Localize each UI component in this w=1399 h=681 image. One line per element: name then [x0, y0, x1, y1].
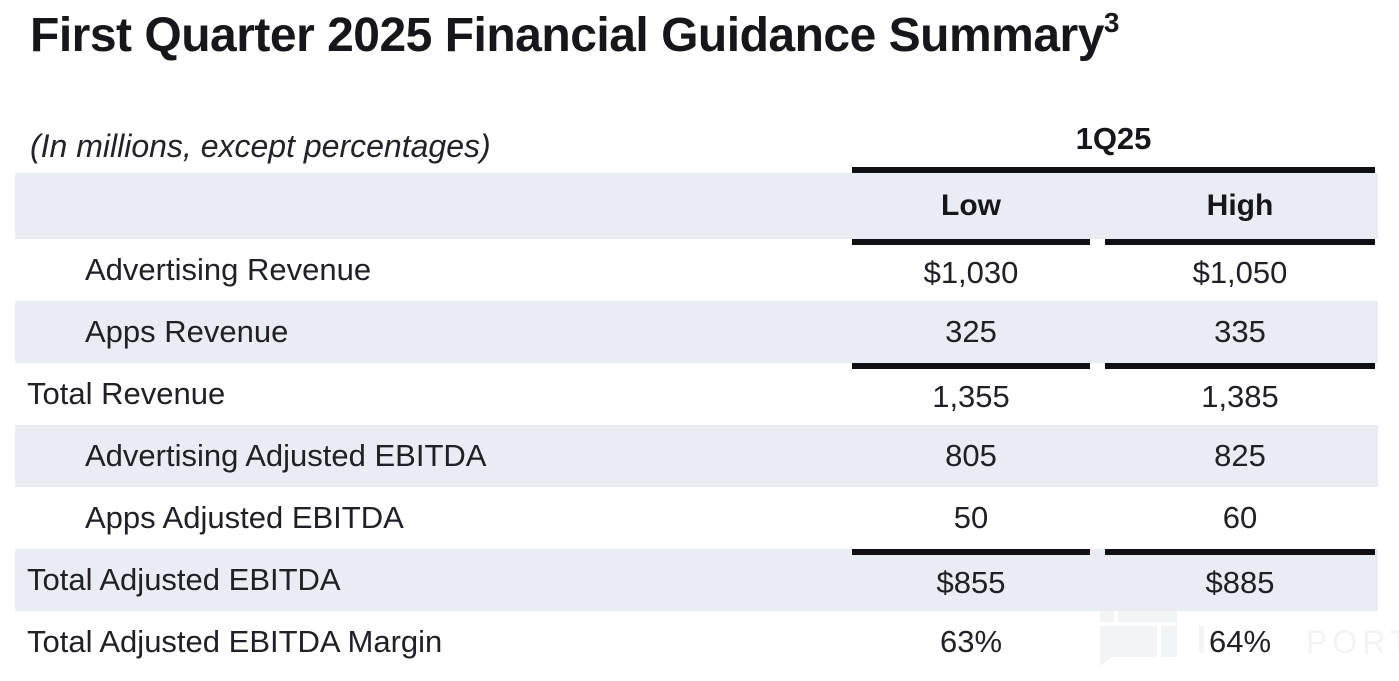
row-label: Advertising Revenue [85, 251, 372, 287]
high-value-cell: 60 [1222, 499, 1258, 535]
watermark-text: PORT [1306, 624, 1399, 660]
watermark-logo-icon [1161, 626, 1177, 657]
high-value-cell: $1,050 [1105, 238, 1375, 301]
column-gap [1090, 301, 1105, 363]
column-gap [1090, 173, 1105, 239]
low-column-header: Low [941, 188, 1001, 222]
table-row-apps-adjusted-ebitda: Apps Adjusted EBITDA 50 60 [15, 487, 1378, 549]
table-row-apps-revenue: Apps Revenue 325 335 [15, 300, 1378, 363]
page-title: First Quarter 2025 Financial Guidance Su… [30, 7, 1399, 63]
watermark: PORT [1098, 606, 1399, 676]
column-gap [1090, 239, 1105, 301]
column-gap [1090, 487, 1105, 549]
table-row-advertising-revenue: Advertising Revenue $1,030 $1,050 [15, 238, 1378, 301]
watermark-logo-icon [1100, 657, 1113, 666]
table-preheader: (In millions, except percentages) 1Q25 [15, 109, 1378, 173]
low-value-cell: $855 [852, 548, 1090, 611]
watermark-logo-icon [1100, 608, 1114, 622]
row-label: Total Revenue [27, 375, 226, 411]
header-label-cell [15, 173, 852, 239]
low-value-cell: $1,030 [852, 238, 1090, 301]
row-label: Apps Revenue [85, 313, 289, 349]
table-row-total-adjusted-ebitda: Total Adjusted EBITDA $855 $885 [15, 548, 1378, 611]
title-footnote-superscript: 3 [1103, 7, 1120, 38]
row-label: Total Adjusted EBITDA [27, 561, 341, 597]
column-gap [1090, 363, 1105, 425]
high-value-cell: 335 [1214, 313, 1266, 349]
low-value-cell: 325 [945, 313, 997, 349]
column-header-row: Low High [15, 172, 1378, 239]
column-gap [1090, 611, 1105, 673]
column-gap [1090, 425, 1105, 487]
high-value-cell: 825 [1214, 437, 1266, 473]
table-row-total-revenue: Total Revenue 1,355 1,385 [15, 362, 1378, 425]
low-value-cell: 805 [945, 437, 997, 473]
guidance-table: Low High Advertising Revenue $1,030 $1,0… [15, 172, 1378, 673]
column-gap [1090, 549, 1105, 611]
high-value-cell: $885 [1105, 548, 1375, 611]
row-label: Advertising Adjusted EBITDA [85, 437, 487, 473]
row-label: Total Adjusted EBITDA Margin [27, 623, 443, 659]
period-header-1q25: 1Q25 [852, 121, 1375, 173]
page-title-text: First Quarter 2025 Financial Guidance Su… [30, 9, 1104, 62]
low-value-cell: 50 [953, 499, 989, 535]
row-label: Apps Adjusted EBITDA [85, 499, 404, 535]
table-row-total-adjusted-ebitda-margin: Total Adjusted EBITDA Margin 63% 64% [15, 611, 1378, 673]
low-value-cell: 63% [939, 623, 1003, 659]
watermark-logo-icon [1199, 626, 1204, 653]
high-value-cell: 64% [1208, 623, 1272, 659]
low-value-cell: 1,355 [852, 362, 1090, 425]
high-column-header: High [1206, 188, 1274, 222]
units-note: (In millions, except percentages) [30, 127, 491, 164]
table-row-advertising-adjusted-ebitda: Advertising Adjusted EBITDA 805 825 [15, 424, 1378, 487]
high-value-cell: 1,385 [1105, 362, 1375, 425]
watermark-logo-icon [1118, 608, 1177, 622]
watermark-logo-icon [1100, 626, 1157, 657]
